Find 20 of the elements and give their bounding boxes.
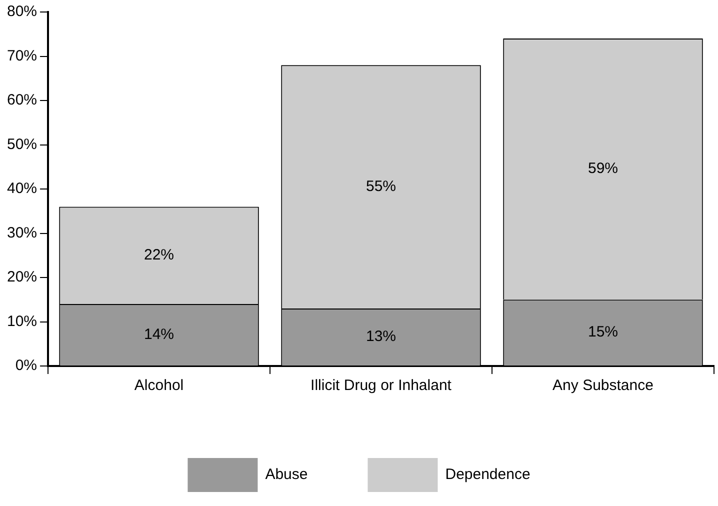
y-tick-label: 30%	[6, 224, 38, 242]
y-tick-label: 40%	[6, 180, 38, 198]
x-tick-label: Alcohol	[134, 377, 184, 394]
x-tick-label: Any Substance	[552, 377, 654, 394]
y-tick-label: 50%	[6, 136, 38, 153]
y-tick-label: 20%	[6, 268, 38, 286]
data-label: 55%	[366, 178, 396, 195]
y-tick-label: 60%	[6, 92, 38, 109]
data-label: 22%	[144, 246, 174, 264]
legend-label: Abuse	[265, 466, 308, 484]
x-tick-label: Illicit Drug or Inhalant	[310, 377, 452, 394]
y-tick-label: 10%	[6, 312, 38, 330]
y-tick-label: 80%	[6, 3, 38, 20]
data-label: 59%	[588, 160, 618, 178]
data-label: 14%	[144, 326, 174, 343]
y-tick-label: 70%	[6, 47, 38, 64]
y-tick-label: 0%	[15, 357, 38, 374]
legend-label: Dependence	[445, 466, 530, 484]
data-label: 13%	[366, 328, 396, 346]
data-label: 15%	[588, 324, 618, 341]
